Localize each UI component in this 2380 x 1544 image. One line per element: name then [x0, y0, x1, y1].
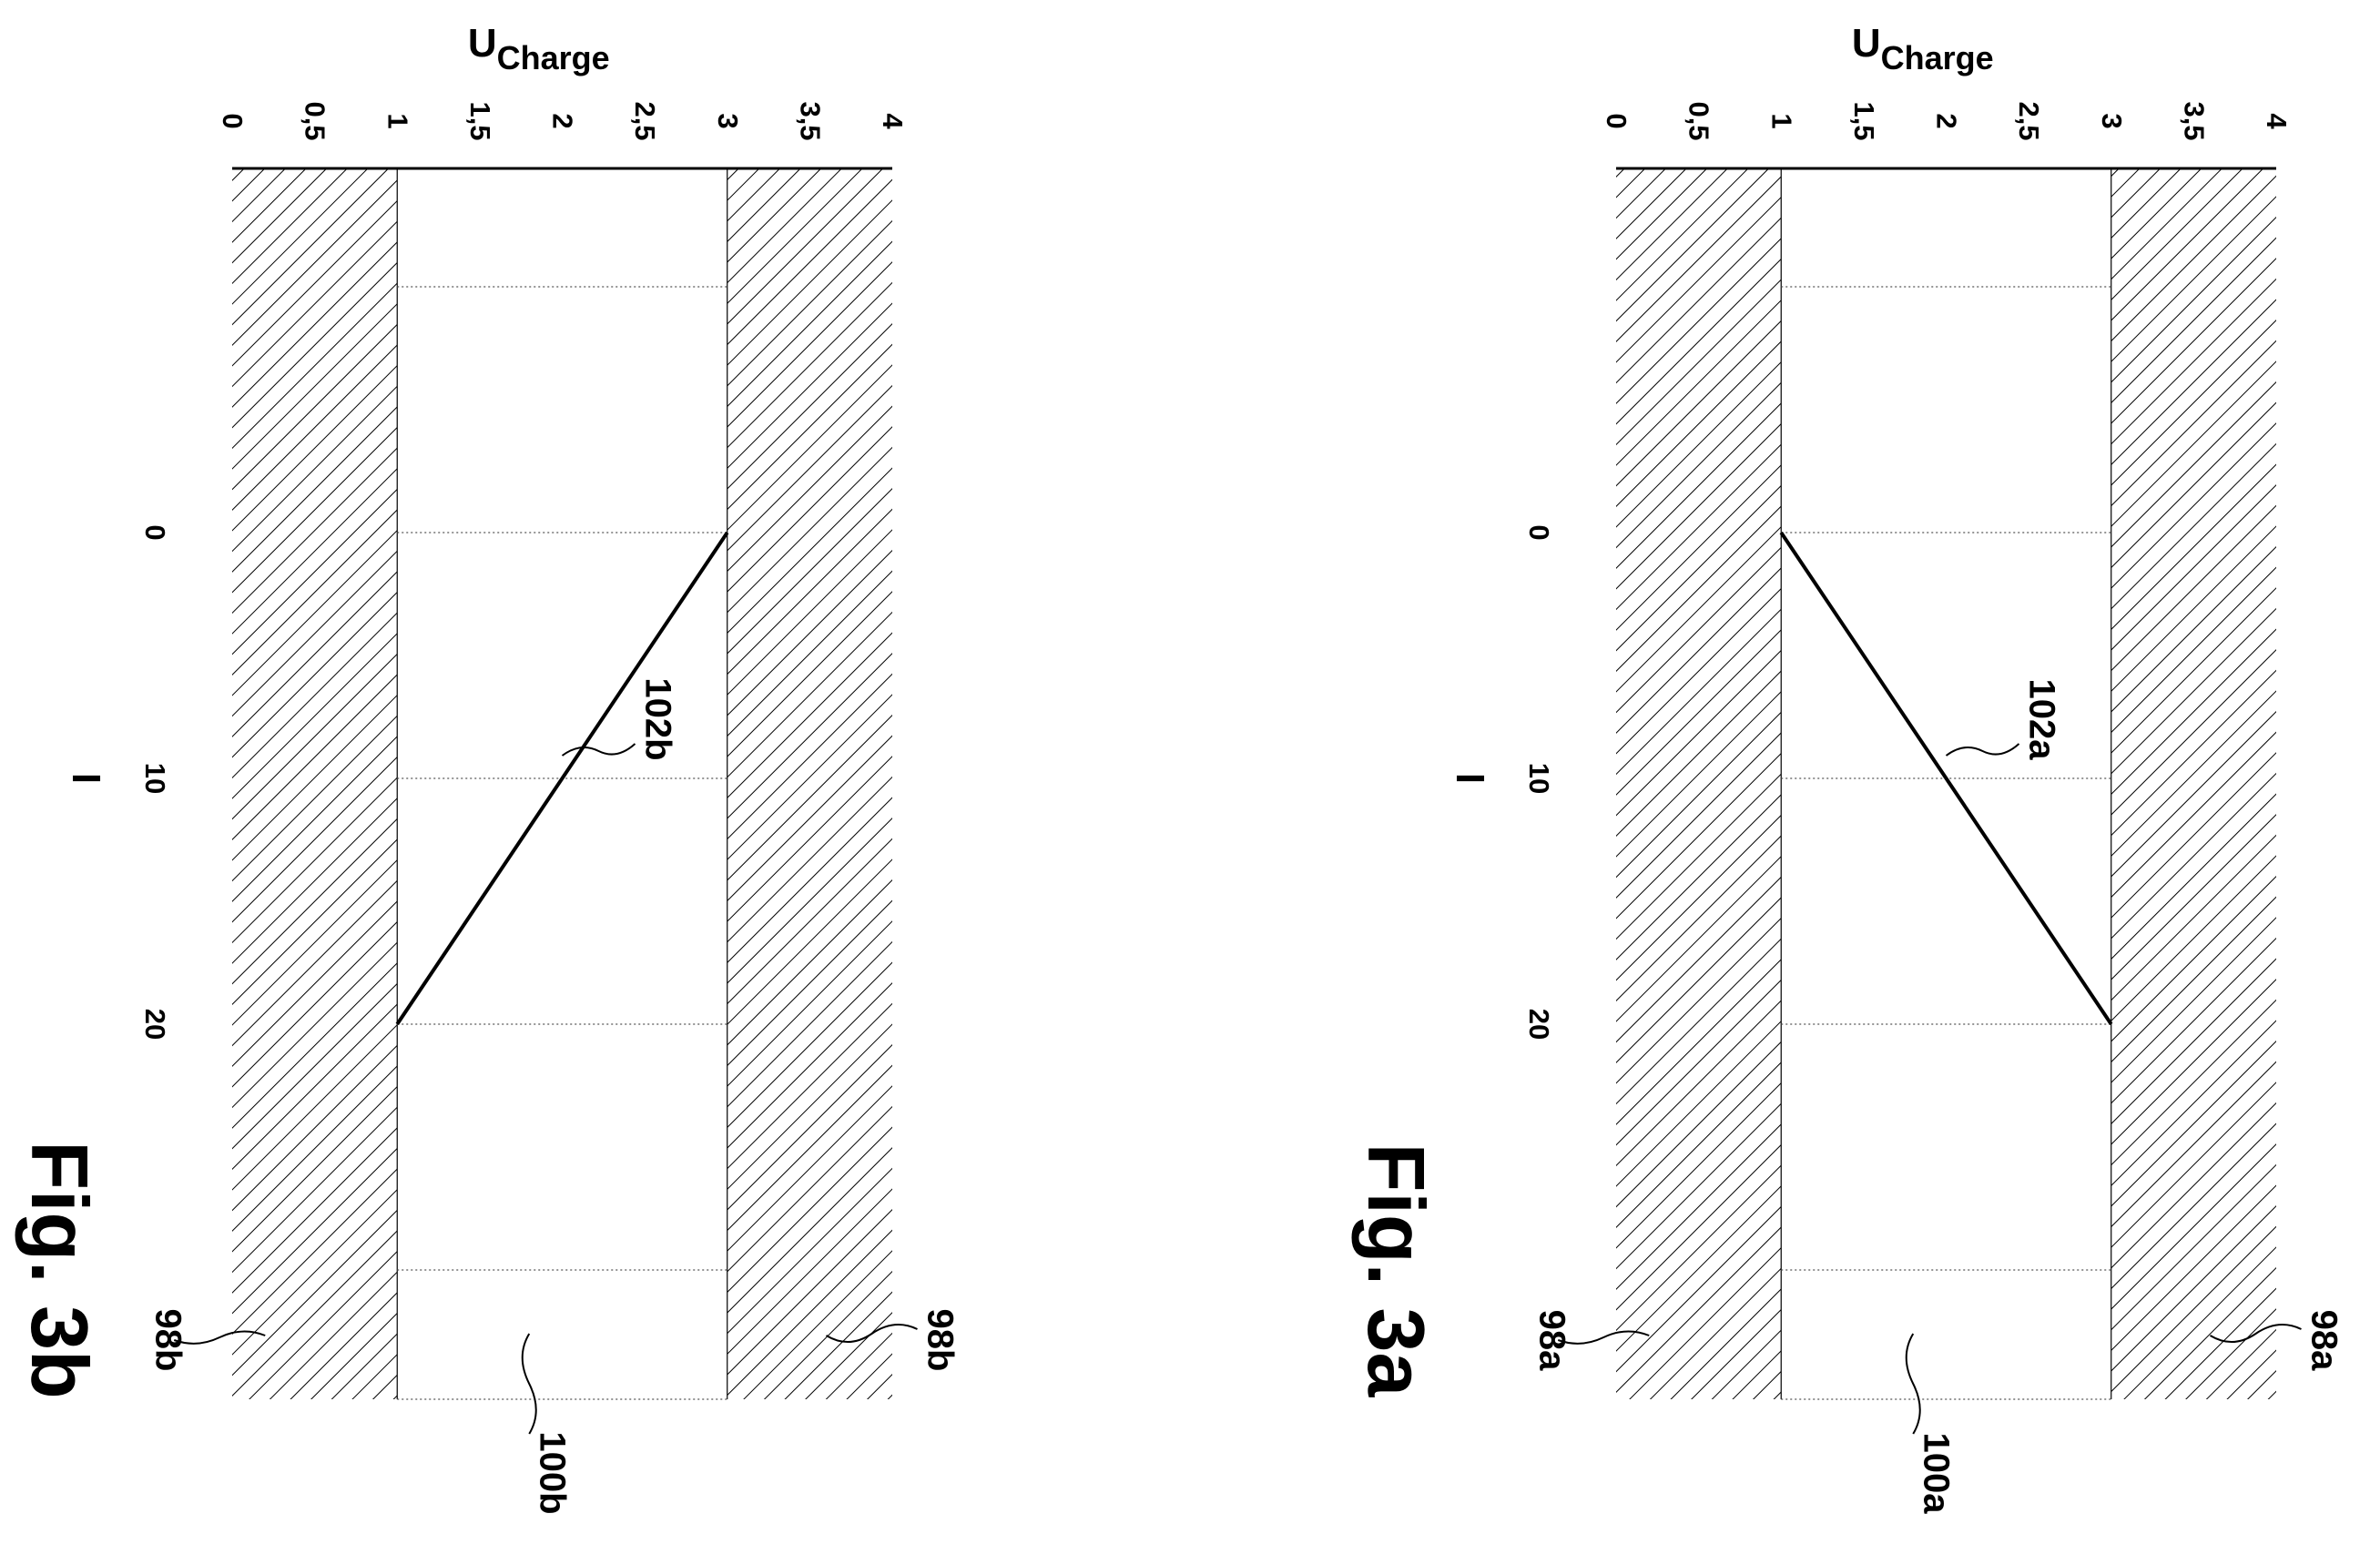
y-tick-label: 3,5 [2178, 101, 2210, 140]
hatched-region [727, 168, 892, 1399]
figure-label: Fig. 3b [15, 1141, 105, 1399]
band-ref-leader [521, 1333, 537, 1435]
hatched-region [2110, 168, 2276, 1399]
y-tick-label: 2,5 [629, 101, 661, 140]
y-tick-label: 2 [1931, 113, 1963, 128]
y-tick-label: 1 [381, 113, 413, 128]
x-tick-label: 10 [139, 763, 171, 794]
valid-band-region [397, 168, 727, 1399]
lower-hatch-ref-leader [1557, 1330, 1650, 1345]
y-axis-label-main: U [1852, 21, 1881, 66]
line-ref-label: 102a [2022, 679, 2062, 761]
x-axis-label: I [64, 773, 108, 784]
x-tick-label: 0 [1523, 524, 1555, 540]
upper-hatch-ref-leader [825, 1324, 918, 1343]
valid-band-region [1781, 168, 2111, 1399]
band-ref-label: 100b [532, 1431, 572, 1514]
charge-voltage-line [1779, 531, 2113, 1026]
y-tick-label: 1,5 [464, 101, 496, 140]
y-tick-label: 0 [1601, 113, 1632, 128]
y-tick-label: 0,5 [1683, 101, 1715, 140]
hatched-region [1616, 168, 1782, 1399]
y-tick-label: 3 [2096, 113, 2128, 128]
band-ref-label: 100a [1916, 1433, 1956, 1515]
y-tick-label: 4 [877, 113, 909, 129]
y-tick-label: 0,5 [300, 101, 331, 140]
y-tick-label: 3 [712, 113, 744, 128]
charge-voltage-line [395, 531, 729, 1026]
lower-hatch-ref-label: 98b [147, 1309, 188, 1372]
y-axis-label: UCharge [1852, 21, 1994, 76]
y-tick-label: 1,5 [1848, 101, 1880, 140]
band-ref-leader [1905, 1333, 1921, 1435]
upper-hatch-ref-leader [2209, 1324, 2302, 1343]
upper-hatch-ref-label: 98a [2304, 1310, 2344, 1371]
line-ref-leader [561, 743, 636, 757]
x-tick-label: 20 [1523, 1009, 1555, 1040]
y-axis-label-subscript: Charge [497, 39, 610, 76]
lower-hatch-ref-leader [173, 1330, 266, 1345]
x-tick-label: 0 [139, 524, 171, 540]
y-tick-label: 2 [547, 113, 579, 128]
y-tick-label: 2,5 [2013, 101, 2045, 140]
figure-3a-panel: 0 0,5 1 1,5 2 2,5 3 3,5 4 0 10 20 I UCharge 102a 98a 98a… [1351, 21, 2344, 1514]
y-tick-label: 4 [2261, 113, 2293, 129]
x-axis-label: I [1448, 773, 1492, 784]
x-tick-label: 20 [139, 1009, 171, 1040]
y-tick-label: 3,5 [794, 101, 826, 140]
upper-hatch-ref-label: 98b [920, 1309, 961, 1372]
line-ref-leader [1945, 743, 2020, 757]
y-axis-label-subscript: Charge [1881, 39, 1994, 76]
y-tick-label: 0 [217, 113, 249, 128]
lower-hatch-ref-label: 98a [1531, 1310, 1571, 1371]
line-ref-label: 102b [638, 677, 678, 760]
x-tick-label: 10 [1523, 763, 1555, 794]
figure-label: Fig. 3a [1351, 1143, 1441, 1398]
hatched-region [232, 168, 398, 1399]
y-axis-label-main: U [468, 21, 497, 66]
y-tick-label: 1 [1765, 113, 1797, 128]
y-axis-label: UCharge [468, 21, 610, 76]
figure-3b-panel: 0 0,5 1 1,5 2 2,5 3 3,5 4 0 10 20 I UCharge 102b 98b 98b… [15, 21, 961, 1515]
